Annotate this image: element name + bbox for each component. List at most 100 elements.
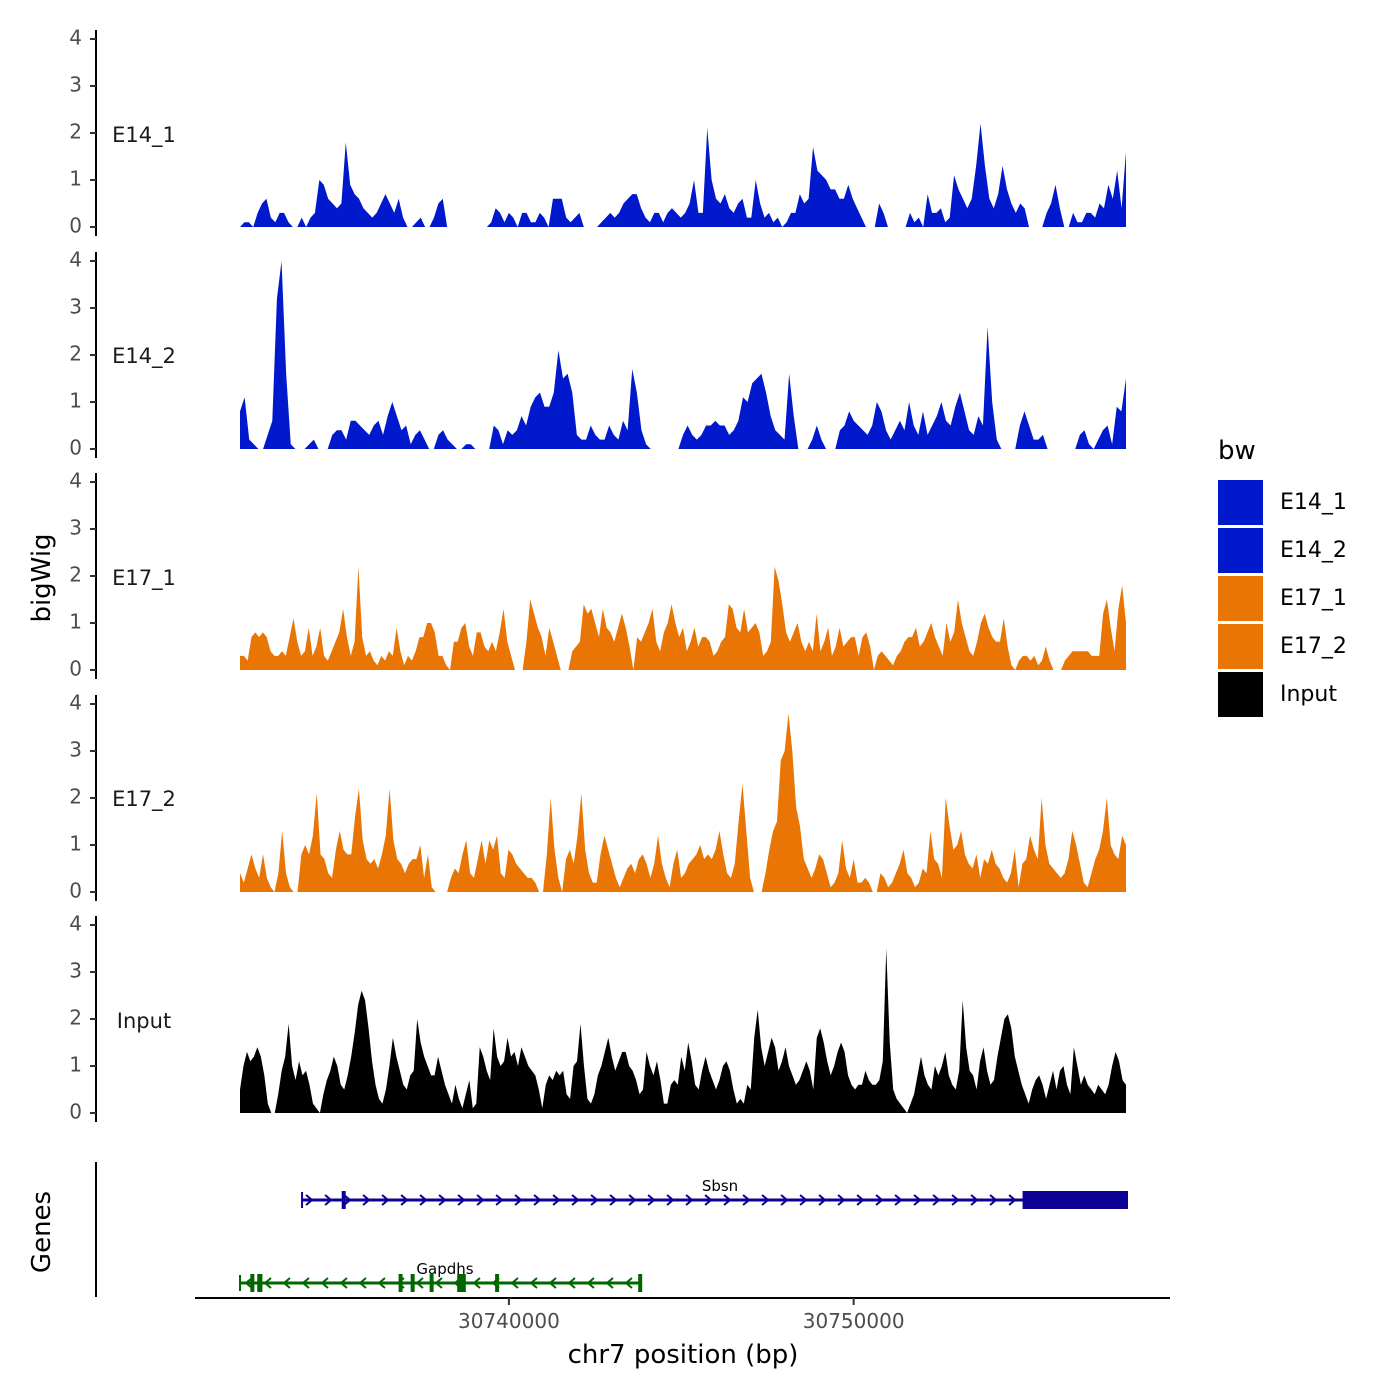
strand-arrow: [320, 1277, 329, 1289]
legend-label-input: Input: [1280, 682, 1337, 707]
strand-arrow: [529, 1277, 538, 1289]
strand-arrow: [628, 1194, 637, 1206]
y-tick-label: 4: [69, 691, 82, 715]
strand-arrow: [457, 1194, 466, 1206]
strand-arrow: [305, 1194, 314, 1206]
legend-title: bw: [1218, 436, 1256, 466]
legend-label-e17-1: E17_1: [1280, 586, 1347, 611]
y-tick-label: 2: [69, 785, 82, 809]
strand-arrow: [244, 1277, 253, 1289]
strand-arrow: [400, 1194, 409, 1206]
strand-arrow: [438, 1194, 447, 1206]
y-tick-label: 3: [69, 516, 82, 540]
strand-arrow: [742, 1194, 751, 1206]
coverage-area-e17-2: [240, 713, 1126, 892]
exon: [429, 1274, 434, 1292]
strand-arrow: [282, 1277, 291, 1289]
genes-axis-title: Genes: [27, 1191, 57, 1273]
y-tick-label: 0: [69, 657, 82, 681]
track-panel-e14-1: E14_1 0 1 2 3 4: [69, 26, 1126, 238]
strand-arrow: [685, 1194, 694, 1206]
y-tick-label: 2: [69, 120, 82, 144]
legend-swatch-e17-1: [1218, 576, 1263, 621]
y-tick-label: 4: [69, 248, 82, 272]
strand-arrow: [533, 1194, 542, 1206]
track-label-input: Input: [117, 1009, 171, 1033]
strand-arrow: [362, 1194, 371, 1206]
coverage-area-e14-1: [240, 123, 1126, 227]
track-panel-e17-1: E17_1 0 1 2 3 4: [69, 469, 1126, 681]
legend-label-e14-1: E14_1: [1280, 490, 1347, 515]
y-tick-label: 1: [69, 1053, 82, 1077]
strand-arrow: [472, 1277, 481, 1289]
strand-arrow: [514, 1194, 523, 1206]
y-tick-label: 4: [69, 912, 82, 936]
y-tick-label: 3: [69, 73, 82, 97]
exon: [410, 1274, 415, 1292]
strand-arrow: [970, 1194, 979, 1206]
strand-arrow: [510, 1277, 519, 1289]
strand-arrow: [377, 1277, 386, 1289]
gene-label-sbsn: Sbsn: [702, 1177, 738, 1195]
strand-arrow: [605, 1277, 614, 1289]
strand-arrow: [761, 1194, 770, 1206]
strand-arrow: [586, 1277, 595, 1289]
y-tick-label: 2: [69, 342, 82, 366]
strand-arrow: [780, 1194, 789, 1206]
x-axis-title: chr7 position (bp): [568, 1340, 799, 1370]
x-tick-label: 30750000: [803, 1309, 905, 1333]
gene-label-gapdhs: Gapdhs: [416, 1260, 473, 1278]
track-label-e14-1: E14_1: [112, 123, 176, 148]
strand-arrow: [875, 1194, 884, 1206]
strand-arrow: [704, 1194, 713, 1206]
y-tick-label: 3: [69, 959, 82, 983]
strand-arrow: [324, 1194, 333, 1206]
y-tick-label: 1: [69, 167, 82, 191]
strand-arrow: [339, 1277, 348, 1289]
strand-arrow: [647, 1194, 656, 1206]
strand-arrow: [989, 1194, 998, 1206]
exon: [1115, 1191, 1123, 1209]
y-tick-label: 0: [69, 214, 82, 238]
y-tick-label: 1: [69, 832, 82, 856]
strand-arrow: [894, 1194, 903, 1206]
y-tick-label: 2: [69, 1006, 82, 1030]
strand-arrow: [799, 1194, 808, 1206]
legend-swatch-input: [1218, 672, 1263, 717]
legend: bw E14_1 E14_2 E17_1 E17_2 Input: [1218, 436, 1347, 717]
exon: [495, 1274, 500, 1292]
y-tick-label: 4: [69, 26, 82, 50]
strand-arrow: [624, 1277, 633, 1289]
strand-arrow: [590, 1194, 599, 1206]
y-tick-label: 3: [69, 295, 82, 319]
track-panel-input: Input 0 1 2 3 4: [69, 912, 1126, 1124]
coverage-area-e14-2: [240, 261, 1126, 449]
strand-arrow: [609, 1194, 618, 1206]
strand-arrow: [548, 1277, 557, 1289]
y-tick-label: 4: [69, 469, 82, 493]
strand-arrow: [723, 1194, 732, 1206]
y-tick-label: 2: [69, 563, 82, 587]
y-tick-label: 0: [69, 1100, 82, 1124]
strand-arrow: [301, 1277, 310, 1289]
strand-arrow: [263, 1277, 272, 1289]
track-panel-e14-2: E14_2 0 1 2 3 4: [69, 248, 1126, 460]
track-panel-e17-2: E17_2 0 1 2 3 4: [69, 691, 1126, 903]
y-tick-label: 1: [69, 610, 82, 634]
track-label-e17-2: E17_2: [112, 787, 176, 812]
strand-arrow: [837, 1194, 846, 1206]
x-axis: 30740000 30750000 chr7 position (bp): [195, 1297, 1170, 1370]
exon: [457, 1274, 466, 1292]
exon: [257, 1274, 263, 1292]
strand-arrow: [434, 1277, 443, 1289]
y-axis-title: bigWig: [27, 533, 57, 622]
track-label-e14-2: E14_2: [112, 344, 176, 369]
exon: [341, 1191, 346, 1209]
coverage-area-e17-1: [240, 566, 1126, 670]
strand-arrow: [419, 1194, 428, 1206]
track-label-e17-1: E17_1: [112, 566, 176, 591]
y-tick-label: 1: [69, 389, 82, 413]
y-tick-label: 3: [69, 738, 82, 762]
legend-swatch-e14-2: [1218, 528, 1263, 573]
